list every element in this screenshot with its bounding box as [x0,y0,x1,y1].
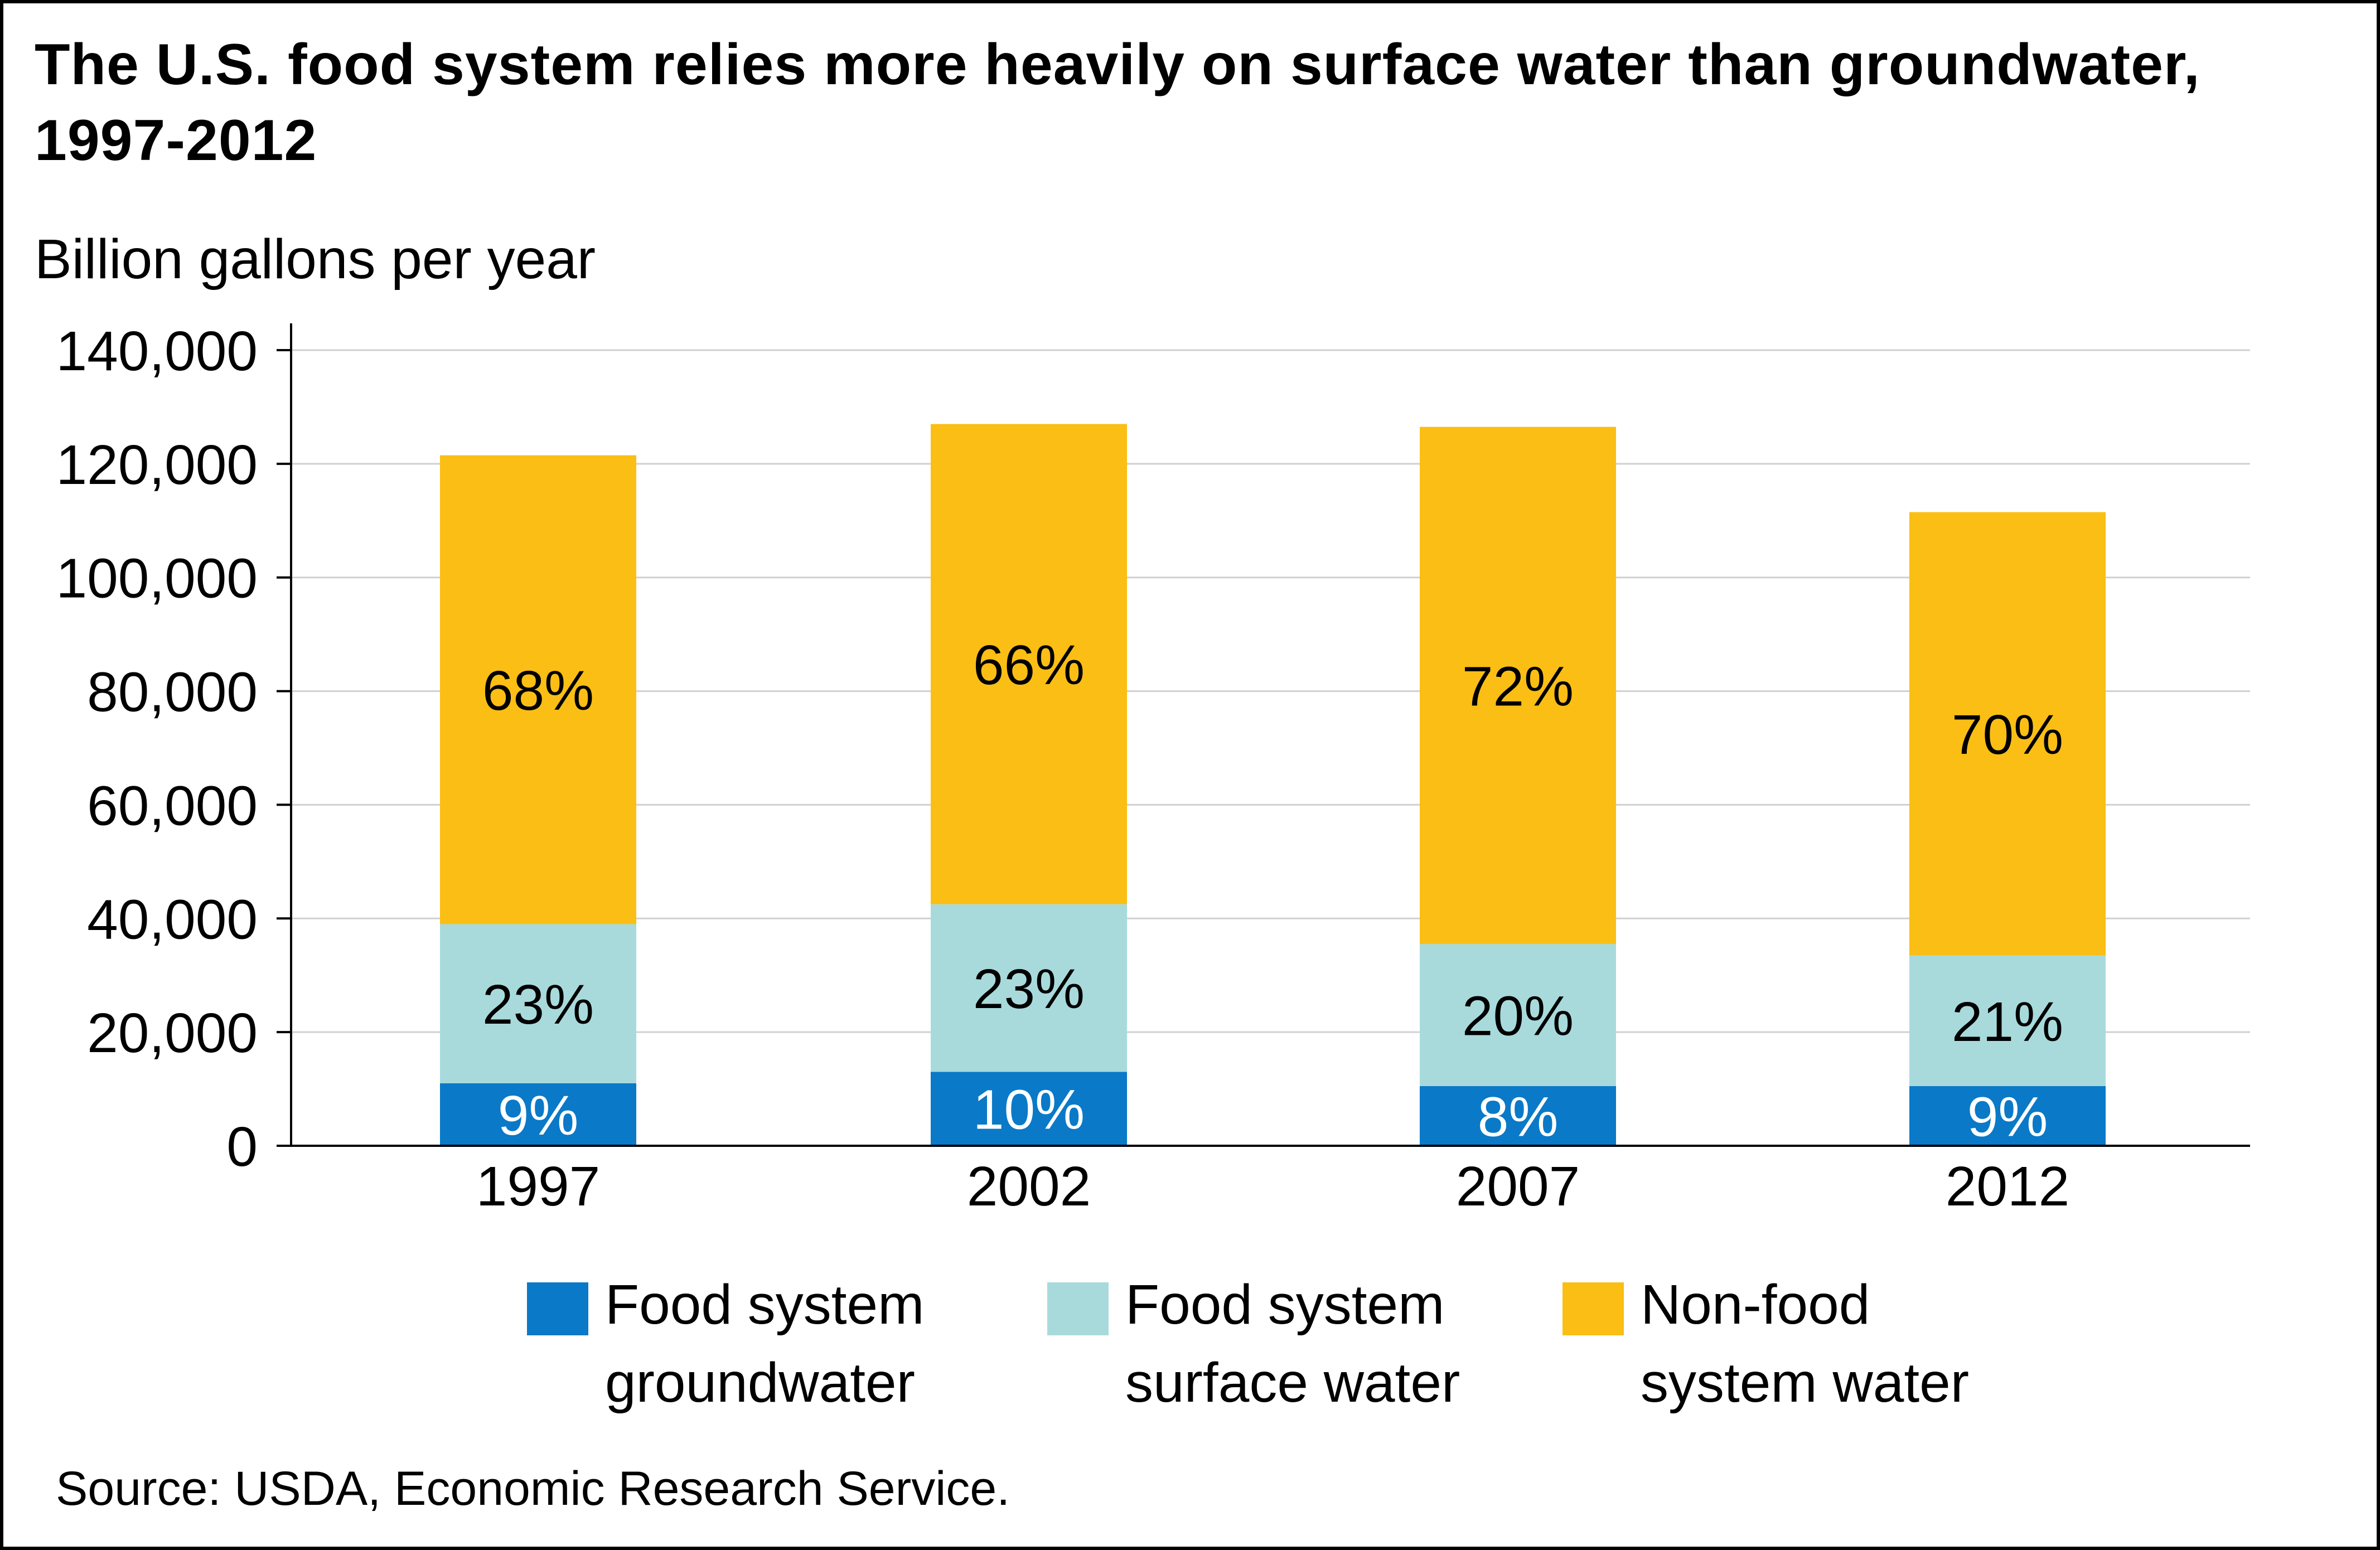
legend-label-non-food: Non-food system water [1641,1266,2064,1422]
data-label: 10% [973,1079,1085,1141]
legend-label-surface-water: Food system surface water [1125,1266,1549,1422]
bar-segment [440,1083,636,1146]
y-axis-label: Billion gallons per year [35,228,596,290]
bar-segment [931,1072,1127,1146]
source-note: Source: USDA, Economic Research Service. [56,1462,1010,1515]
legend-label-groundwater-line2: groundwater [605,1352,915,1414]
legend-label-non-food-line1: Non-food [1641,1273,1870,1336]
y-tick-label: 80,000 [87,661,258,724]
data-label: 9% [1967,1086,2048,1148]
chart-title: The U.S. food system relies more heavily… [35,32,2200,173]
legend-swatch-non-food [1563,1282,1624,1335]
data-label: 23% [482,973,594,1036]
data-label: 9% [498,1084,579,1147]
data-label: 70% [1952,704,2063,766]
legend-swatch-surface-water [1047,1282,1109,1335]
y-tick-label: 0 [226,1116,258,1178]
bar-segment [1909,1086,2106,1146]
y-tick-label: 20,000 [87,1002,258,1064]
x-tick-label: 2002 [967,1155,1091,1218]
data-label: 21% [1952,991,2063,1053]
data-label: 72% [1462,655,1574,718]
data-label: 68% [482,660,594,722]
y-tick-label: 100,000 [56,548,258,610]
bar-segment [440,924,636,1083]
data-label: 20% [1462,985,1574,1048]
data-label: 8% [1478,1086,1559,1148]
legend-label-non-food-line2: system water [1641,1352,1970,1414]
y-tick-label: 140,000 [56,320,258,382]
x-tick-label: 1997 [476,1155,600,1218]
bar-segment [931,904,1127,1072]
legend-label-surface-water-line2: surface water [1125,1352,1460,1414]
y-tick-label: 60,000 [87,774,258,837]
data-label: 66% [973,634,1085,696]
y-tick-label: 120,000 [56,434,258,496]
x-tick-label: 2012 [1946,1155,2069,1218]
legend-label-groundwater-line1: Food system [605,1273,925,1336]
data-label: 23% [973,958,1085,1020]
bar-segment [1909,955,2106,1086]
legend-swatch-groundwater [527,1282,588,1335]
bar-segment [440,455,636,924]
bar-segment [1420,944,1616,1086]
bar-segment [1420,1086,1616,1146]
bar-segment [931,424,1127,904]
legend-label-groundwater: Food system groundwater [605,1266,1029,1422]
bar-segment [1909,512,2106,956]
legend-label-surface-water-line1: Food system [1125,1273,1445,1336]
y-tick-label: 40,000 [87,888,258,951]
x-tick-label: 2007 [1456,1155,1580,1218]
bar-segment [1420,427,1616,944]
